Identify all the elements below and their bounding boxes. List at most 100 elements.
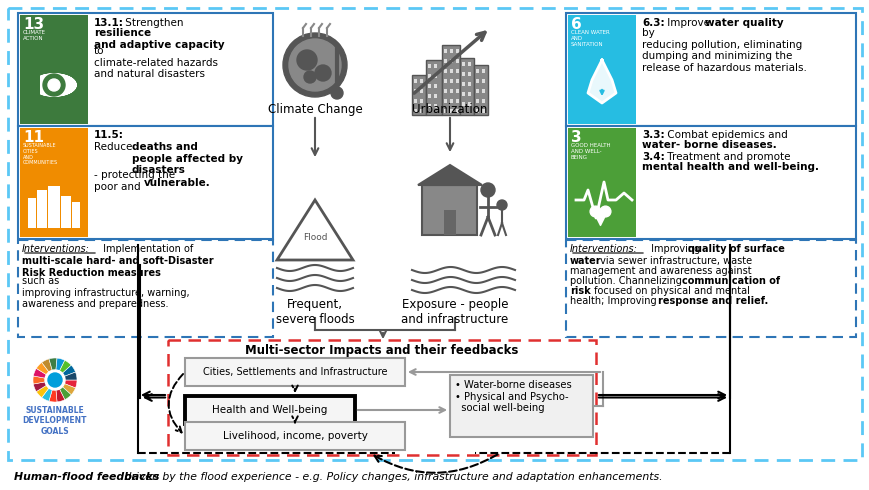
Bar xyxy=(475,79,479,83)
Bar xyxy=(460,195,472,207)
Bar xyxy=(61,196,71,228)
Wedge shape xyxy=(55,365,76,380)
Wedge shape xyxy=(55,360,71,380)
Bar xyxy=(434,74,436,78)
Wedge shape xyxy=(55,380,77,388)
Text: by
reducing pollution, eliminating
dumping and minimizing the
release of hazardo: by reducing pollution, eliminating dumpi… xyxy=(641,28,806,73)
Bar xyxy=(567,15,635,124)
Bar xyxy=(481,109,484,113)
Text: pollution. Channelizing: pollution. Channelizing xyxy=(569,276,684,286)
Bar xyxy=(481,89,484,93)
Text: multi-scale hard- and soft-Disaster
Risk Reduction measures: multi-scale hard- and soft-Disaster Risk… xyxy=(22,256,214,278)
Text: Implementation of: Implementation of xyxy=(100,244,193,254)
Bar xyxy=(468,102,470,106)
Wedge shape xyxy=(55,380,76,395)
Text: Cities, Settlements and Infrastructure: Cities, Settlements and Infrastructure xyxy=(202,367,387,377)
Bar xyxy=(421,185,476,235)
Text: water: water xyxy=(569,256,601,266)
Bar xyxy=(414,109,416,113)
Text: Climate Change: Climate Change xyxy=(268,103,362,116)
Bar xyxy=(441,45,460,115)
Bar xyxy=(420,99,422,103)
Bar xyxy=(168,340,595,455)
Bar xyxy=(475,109,479,113)
Bar xyxy=(420,109,422,113)
Text: communication of: communication of xyxy=(681,276,779,286)
Bar xyxy=(449,49,453,53)
Text: management and awareness against: management and awareness against xyxy=(569,266,751,276)
Bar xyxy=(48,186,60,228)
Bar xyxy=(443,109,447,113)
Bar xyxy=(449,375,593,437)
Bar xyxy=(18,13,273,126)
Text: - protecting the
poor and: - protecting the poor and xyxy=(94,170,175,192)
Bar xyxy=(481,79,484,83)
Bar xyxy=(455,79,459,83)
Bar xyxy=(414,79,416,83)
Text: response and relief.: response and relief. xyxy=(657,296,767,306)
Text: Urbanization: Urbanization xyxy=(412,103,488,116)
Circle shape xyxy=(296,50,316,70)
Bar xyxy=(449,59,453,63)
Bar xyxy=(566,13,855,126)
Text: Improving: Improving xyxy=(647,244,702,254)
Bar xyxy=(428,195,440,207)
Circle shape xyxy=(282,33,347,97)
Bar xyxy=(185,358,405,386)
Text: SUSTAINABLE
CITIES
AND
COMMUNITIES: SUSTAINABLE CITIES AND COMMUNITIES xyxy=(23,143,58,166)
Bar xyxy=(449,79,453,83)
Circle shape xyxy=(48,79,60,91)
Bar xyxy=(455,49,459,53)
Bar xyxy=(37,190,47,228)
Circle shape xyxy=(303,71,315,83)
Bar xyxy=(468,72,470,76)
Wedge shape xyxy=(49,380,57,402)
Bar xyxy=(567,128,635,237)
Text: Strengthen: Strengthen xyxy=(122,18,187,28)
Text: deaths and
people affected by
disasters: deaths and people affected by disasters xyxy=(132,142,242,175)
Wedge shape xyxy=(55,380,64,402)
Text: • Water-borne diseases
• Physical and Psycho-
  social well-being: • Water-borne diseases • Physical and Ps… xyxy=(454,380,571,413)
Text: CLEAN WATER
AND
SANITATION: CLEAN WATER AND SANITATION xyxy=(570,30,609,47)
Bar xyxy=(20,15,88,124)
Bar xyxy=(443,89,447,93)
Text: driven by the flood experience - e.g. Policy changes, infrastructure and adaptat: driven by the flood experience - e.g. Po… xyxy=(121,472,662,482)
Point xyxy=(593,214,607,222)
Bar xyxy=(428,94,430,98)
Bar xyxy=(455,109,459,113)
Circle shape xyxy=(289,39,341,91)
Bar xyxy=(414,89,416,93)
Bar xyxy=(434,64,436,68)
Bar xyxy=(461,82,464,86)
Text: 11.5:: 11.5: xyxy=(94,130,123,140)
Text: Livelihood, income, poverty: Livelihood, income, poverty xyxy=(222,431,367,441)
Text: GOOD HEALTH
AND WELL-
BEING: GOOD HEALTH AND WELL- BEING xyxy=(570,143,610,160)
Bar xyxy=(428,74,430,78)
Bar xyxy=(449,99,453,103)
Bar xyxy=(428,64,430,68)
Text: SUSTAINABLE
DEVELOPMENT
GOALS: SUSTAINABLE DEVELOPMENT GOALS xyxy=(23,406,87,436)
Bar xyxy=(18,240,273,337)
Text: mental health and well-being.: mental health and well-being. xyxy=(641,162,818,172)
Bar xyxy=(428,84,430,88)
Bar xyxy=(566,126,855,239)
Text: Human-flood feedbacks: Human-flood feedbacks xyxy=(14,472,159,482)
Bar xyxy=(455,99,459,103)
Text: resilience
and adaptive capacity: resilience and adaptive capacity xyxy=(94,28,224,49)
Bar xyxy=(443,59,447,63)
Bar xyxy=(481,99,484,103)
Bar xyxy=(455,69,459,73)
Bar xyxy=(443,79,447,83)
Text: CLIMATE
ACTION: CLIMATE ACTION xyxy=(23,30,46,41)
Bar xyxy=(443,99,447,103)
Text: focused on physical and mental: focused on physical and mental xyxy=(590,286,749,296)
Text: 11: 11 xyxy=(23,130,44,145)
Bar xyxy=(468,92,470,96)
Bar xyxy=(461,72,464,76)
Text: 6.3:: 6.3: xyxy=(641,18,664,28)
Bar xyxy=(475,69,479,73)
Bar xyxy=(434,94,436,98)
Bar xyxy=(566,240,855,337)
Text: Frequent,
severe floods: Frequent, severe floods xyxy=(275,298,354,326)
Circle shape xyxy=(330,87,342,99)
